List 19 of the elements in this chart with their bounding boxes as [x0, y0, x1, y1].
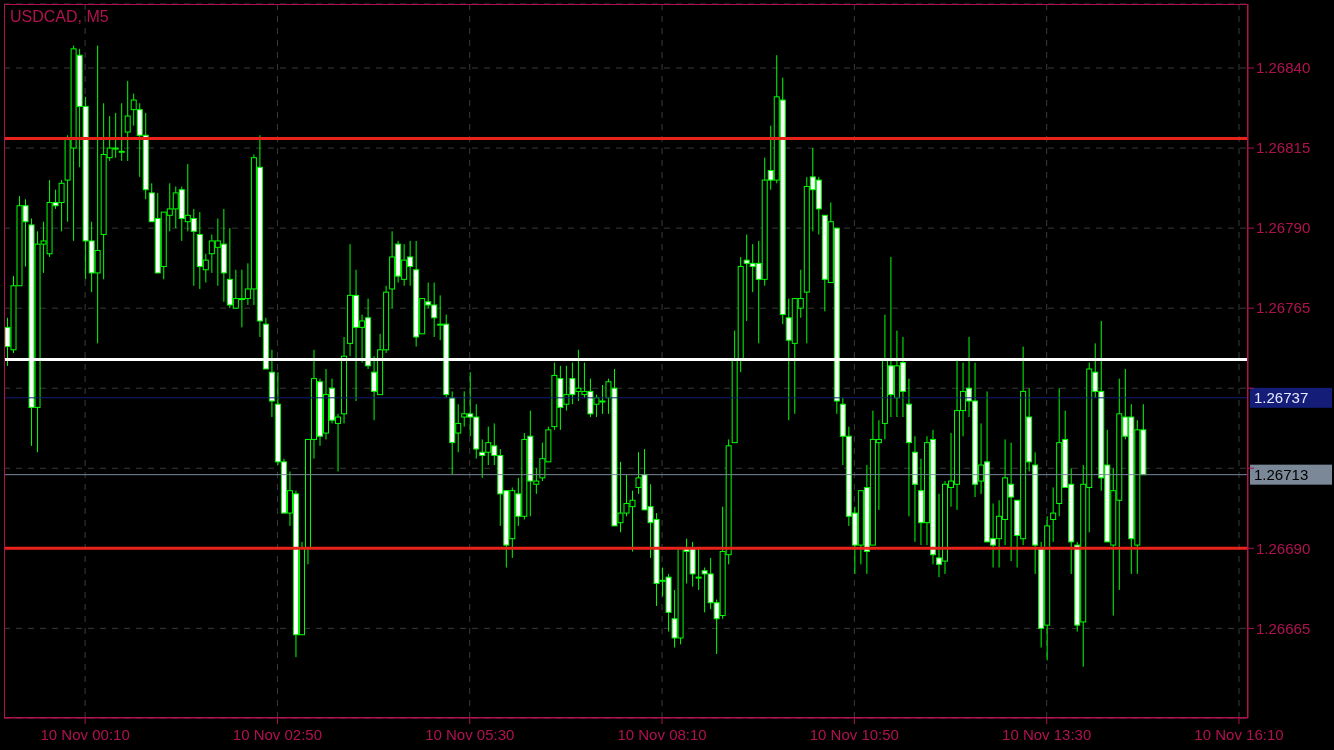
- chart-title: USDCAD, M5: [10, 8, 109, 26]
- y-tick-label: 1.26665: [1256, 619, 1311, 637]
- x-tick-label: 10 Nov 13:30: [1002, 726, 1092, 743]
- x-tick-label: 10 Nov 00:10: [40, 726, 130, 743]
- y-tick-label: 1.26790: [1256, 219, 1311, 237]
- x-tick-label: 10 Nov 05:30: [425, 726, 515, 743]
- candlestick: [118, 102, 125, 162]
- candlestick: [1050, 486, 1057, 543]
- ref-line-label: 1.26713: [1254, 465, 1309, 483]
- x-tick-label: 10 Nov 10:50: [809, 726, 899, 743]
- ref-line-label: 1.26737: [1254, 388, 1309, 406]
- y-tick-label: 1.26815: [1256, 139, 1311, 157]
- x-tick-label: 10 Nov 08:10: [617, 726, 707, 743]
- x-tick-label: 10 Nov 02:50: [232, 726, 323, 743]
- y-tick-label: 1.26840: [1256, 59, 1311, 77]
- x-tick-label: 10 Nov 16:10: [1194, 726, 1284, 743]
- candlestick: [124, 80, 131, 162]
- y-tick-label: 1.26690: [1256, 539, 1311, 557]
- y-tick-label: 1.26765: [1256, 299, 1311, 317]
